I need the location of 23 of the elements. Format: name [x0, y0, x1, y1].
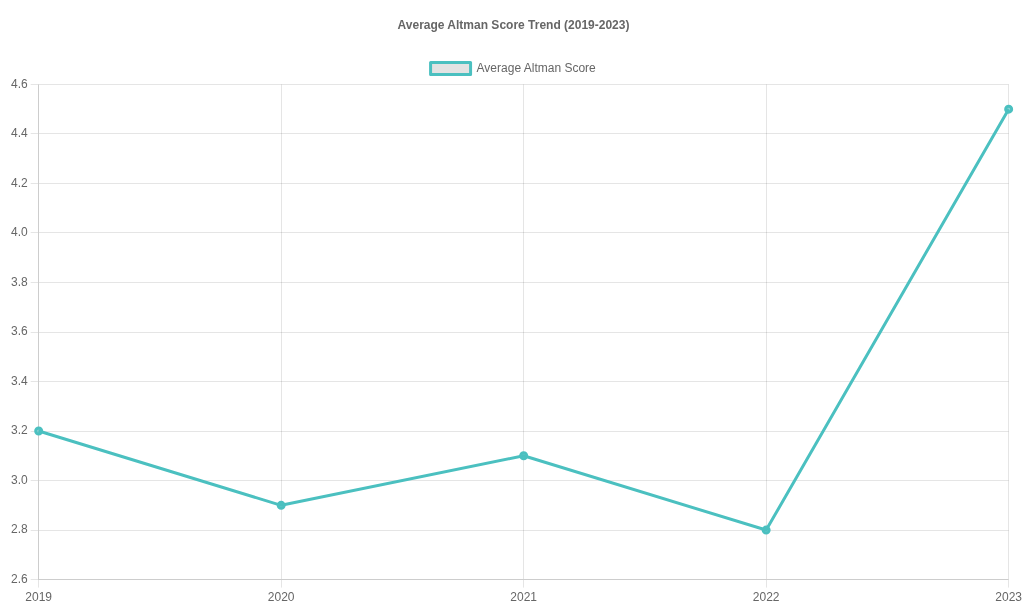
y-tick-label: 4.4	[10, 126, 28, 141]
point	[519, 451, 529, 461]
x-tick-label: 2021	[510, 590, 538, 605]
y-tick-label: 3.8	[10, 274, 28, 289]
y-tick-label: 3.6	[10, 324, 28, 339]
legend-label: Average Altman Score	[476, 60, 597, 75]
point	[276, 500, 286, 510]
y-tick-label: 3.0	[10, 472, 28, 487]
point	[761, 525, 771, 535]
y-tick-label: 4.2	[10, 175, 28, 190]
y-tick-label: 4.6	[10, 76, 28, 91]
point	[1004, 104, 1014, 114]
x-tick-label: 2020	[267, 590, 295, 605]
y-tick-label: 4.0	[10, 225, 28, 240]
y-tick-label: 3.2	[10, 423, 28, 438]
x-tick-label: 2023	[995, 590, 1023, 605]
x-tick-label: 2019	[25, 590, 53, 605]
y-tick-label: 3.4	[10, 373, 28, 388]
y-tick-label: 2.8	[10, 522, 28, 537]
y-tick-label: 2.6	[10, 571, 28, 586]
x-tick-label: 2022	[752, 590, 780, 605]
point	[34, 426, 44, 436]
chart-title: Average Altman Score Trend (2019-2023)	[397, 17, 630, 32]
